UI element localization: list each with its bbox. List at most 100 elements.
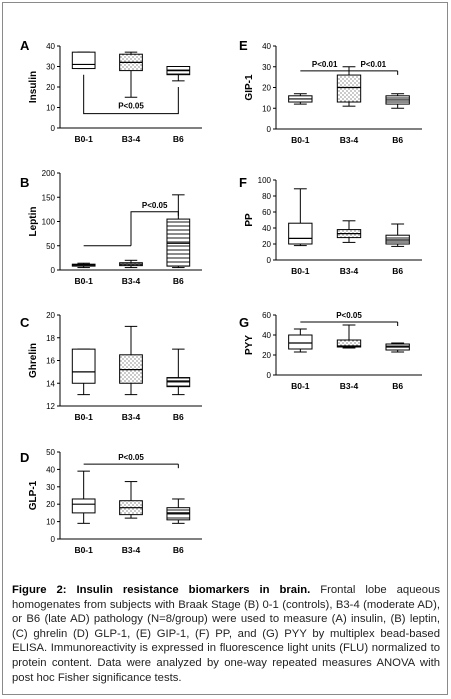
chart-g-y-axis-label: PYY xyxy=(244,335,255,355)
chart-a-significance-bracket xyxy=(83,74,179,115)
chart-e-y-tick-label: 40 xyxy=(262,42,271,51)
chart-d-y-tick-label: 0 xyxy=(51,535,56,544)
chart-e-y-tick-label: 20 xyxy=(262,84,271,93)
chart-d-y-tick-label: 50 xyxy=(46,448,55,457)
chart-b-y-axis-label: Leptin xyxy=(28,207,39,237)
chart-f-panel-letter: F xyxy=(239,175,247,190)
chart-c-box-b6 xyxy=(166,348,191,396)
chart-panel-a: A Insulin 0 10 20 30 40 B0-1 B3-4 B6 P<0.05 xyxy=(20,38,202,144)
chart-g-y-tick-label: 0 xyxy=(267,371,272,380)
chart-g-significance-annotation: P<0.05 xyxy=(300,311,399,326)
chart-f-box-b3-4 xyxy=(336,220,362,243)
chart-b-y-tick-label: 0 xyxy=(51,266,56,275)
chart-b-panel-letter: B xyxy=(20,175,29,190)
chart-e-box-b0-1 xyxy=(288,93,313,105)
figure-caption: Figure 2: Insulin resistance biomarkers … xyxy=(12,583,440,685)
chart-g-box-b0-1 xyxy=(288,328,313,353)
chart-c-panel-letter: C xyxy=(20,315,30,330)
chart-f-box-body xyxy=(288,222,313,245)
chart-a-y-tick-label: 10 xyxy=(46,104,55,113)
chart-g-box-b3-4 xyxy=(336,324,362,349)
chart-d-y-axis-label: GLP-1 xyxy=(28,480,39,510)
chart-d-x-category-label: B3-4 xyxy=(122,545,141,555)
chart-b-y-tick-label: 100 xyxy=(42,218,56,227)
chart-a-x-category-label: B3-4 xyxy=(122,134,141,144)
chart-d-x-category-label: B0-1 xyxy=(74,545,93,555)
chart-c-x-category-label: B6 xyxy=(173,412,184,422)
chart-d-box-b0-1 xyxy=(71,470,96,524)
chart-e-significance-label: P<0.01 xyxy=(361,60,387,69)
chart-e-significance-label: P<0.01 xyxy=(312,60,338,69)
chart-b-x-category-label: B3-4 xyxy=(122,276,141,286)
chart-a-y-tick-label: 30 xyxy=(46,63,55,72)
chart-b-significance-annotation: P<0.05 xyxy=(83,201,179,247)
chart-g-y-tick-label: 20 xyxy=(262,351,271,360)
chart-d-y-tick-label: 20 xyxy=(46,500,55,509)
chart-e-y-tick-label: 0 xyxy=(267,125,272,134)
chart-g-x-category-label: B0-1 xyxy=(291,381,310,391)
chart-a-significance-label: P<0.05 xyxy=(118,102,144,111)
chart-b-y-tick-label: 150 xyxy=(42,193,56,202)
chart-e-box-b6 xyxy=(385,93,410,109)
caption-body: Frontal lobe aqueous homogenates from su… xyxy=(12,584,440,684)
chart-c-box-fill-pattern xyxy=(166,377,190,387)
chart-b-x-category-label: B0-1 xyxy=(74,276,93,286)
chart-e-x-category-label: B0-1 xyxy=(291,135,310,145)
chart-f-x-category-label: B0-1 xyxy=(291,266,310,276)
chart-panel-f: F PP 0 20 40 60 80 100 B0-1 B3-4 B6 xyxy=(239,175,422,276)
chart-f-y-tick-label: 20 xyxy=(262,240,271,249)
chart-e-significance-annotation: P<0.01 xyxy=(300,60,350,75)
chart-g-panel-letter: G xyxy=(239,315,249,330)
chart-g-x-category-label: B3-4 xyxy=(340,381,359,391)
chart-b-significance-label: P<0.05 xyxy=(142,201,168,210)
chart-f-y-tick-label: 80 xyxy=(262,192,271,201)
chart-e-significance-annotation: P<0.01 xyxy=(349,60,399,75)
chart-panel-d: D GLP-1 0 10 20 30 40 50 B0-1 B3-4 B6 P<0.05 xyxy=(20,448,202,555)
chart-f-y-tick-label: 40 xyxy=(262,224,271,233)
chart-c-y-tick-label: 20 xyxy=(46,311,55,320)
chart-b-x-category-label: B6 xyxy=(173,276,184,286)
chart-c-x-category-label: B3-4 xyxy=(122,412,141,422)
chart-b-y-tick-label: 50 xyxy=(46,242,55,251)
chart-c-y-tick-label: 14 xyxy=(46,379,55,388)
chart-c-y-tick-label: 18 xyxy=(46,334,55,343)
chart-a-y-tick-label: 20 xyxy=(46,83,55,92)
chart-g-y-tick-label: 40 xyxy=(262,331,271,340)
chart-e-y-tick-label: 30 xyxy=(262,63,271,72)
chart-a-box-b0-1 xyxy=(71,51,96,70)
chart-a-significance-annotation: P<0.05 xyxy=(83,74,179,115)
chart-e-box-fill-pattern xyxy=(337,75,361,103)
chart-f-y-axis-label: PP xyxy=(244,213,255,227)
chart-d-box-fill-pattern xyxy=(166,507,190,520)
chart-f-y-tick-label: 0 xyxy=(267,256,272,265)
chart-e-panel-letter: E xyxy=(239,38,248,53)
chart-panel-g: G PYY 0 20 40 60 B0-1 B3-4 B6 P<0.05 xyxy=(239,311,422,391)
chart-d-panel-letter: D xyxy=(20,450,29,465)
chart-b-box-b3-4 xyxy=(119,259,143,269)
chart-b-y-tick-label: 200 xyxy=(42,169,56,178)
chart-e-y-axis-label: GIP-1 xyxy=(244,74,255,101)
chart-d-x-category-label: B6 xyxy=(173,545,184,555)
chart-a-x-category-label: B6 xyxy=(173,134,184,144)
chart-c-y-axis-label: Ghrelin xyxy=(28,343,39,378)
chart-b-box-b0-1 xyxy=(71,262,96,269)
chart-c-box-b3-4 xyxy=(119,325,143,396)
chart-f-x-category-label: B6 xyxy=(392,266,403,276)
chart-panel-e: E GIP-1 0 10 20 30 40 B0-1 B3-4 B6 P<0.01 P<0.01 xyxy=(239,38,422,145)
chart-d-y-tick-label: 40 xyxy=(46,465,55,474)
chart-g-significance-label: P<0.05 xyxy=(336,311,362,320)
chart-a-y-tick-label: 40 xyxy=(46,42,55,51)
chart-g-y-tick-label: 60 xyxy=(262,311,271,320)
chart-g-box-fill-pattern xyxy=(337,340,361,347)
chart-g-box-b6 xyxy=(385,342,410,353)
caption-title: Figure 2: Insulin resistance biomarkers … xyxy=(12,584,311,596)
chart-panel-c: C Ghrelin 12 14 16 18 20 B0-1 B3-4 B6 xyxy=(20,311,202,422)
chart-c-y-tick-label: 12 xyxy=(46,402,55,411)
chart-a-y-tick-label: 0 xyxy=(51,124,56,133)
chart-d-box-body xyxy=(71,498,96,514)
chart-e-x-category-label: B6 xyxy=(392,135,403,145)
chart-f-y-tick-label: 100 xyxy=(258,176,272,185)
chart-panel-b: B Leptin 0 50 100 150 200 B0-1 B3-4 B6 P<0.05 xyxy=(20,169,202,286)
